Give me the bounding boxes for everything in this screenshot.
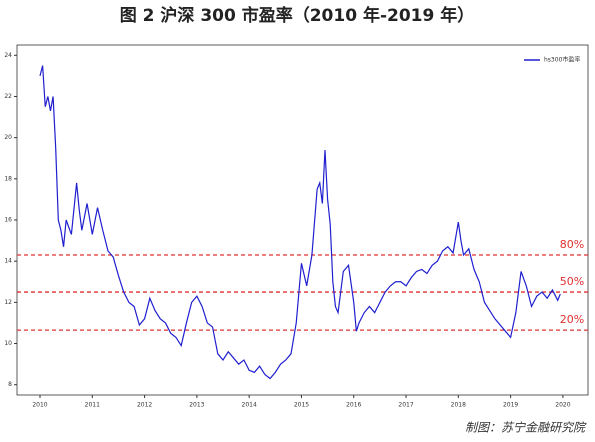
legend-label: hs300市盈率 (544, 56, 580, 64)
chart-title: 图 2 沪深 300 市盈率（2010 年-2019 年） (120, 5, 475, 26)
y-tick-label: 8 (8, 381, 12, 388)
x-tick-label: 2013 (189, 402, 204, 409)
y-tick-label: 22 (4, 93, 12, 100)
x-tick-label: 2020 (555, 402, 570, 409)
x-tick-label: 2018 (451, 402, 466, 409)
source-note: 制图：苏宁金融研究院 (465, 421, 587, 435)
x-tick-label: 2016 (346, 402, 361, 409)
x-tick-label: 2019 (503, 402, 518, 409)
y-tick-label: 14 (4, 258, 12, 265)
x-tick-label: 2015 (294, 402, 309, 409)
y-tick-label: 20 (4, 134, 12, 141)
y-tick-label: 16 (4, 217, 12, 224)
x-tick-label: 2017 (398, 402, 413, 409)
data-line (39, 65, 561, 380)
plot-frame (16, 44, 589, 396)
reference-label: 20% (560, 313, 584, 326)
x-tick-label: 2010 (32, 402, 47, 409)
reference-label: 80% (560, 238, 584, 251)
reference-label: 50% (560, 275, 584, 288)
y-tick-label: 24 (4, 52, 12, 59)
y-tick-label: 18 (4, 175, 12, 182)
x-tick-label: 2012 (137, 402, 152, 409)
x-tick-label: 2011 (85, 402, 100, 409)
y-tick-label: 10 (4, 340, 12, 347)
y-tick-label: 12 (4, 299, 12, 306)
x-tick-label: 2014 (242, 402, 257, 409)
